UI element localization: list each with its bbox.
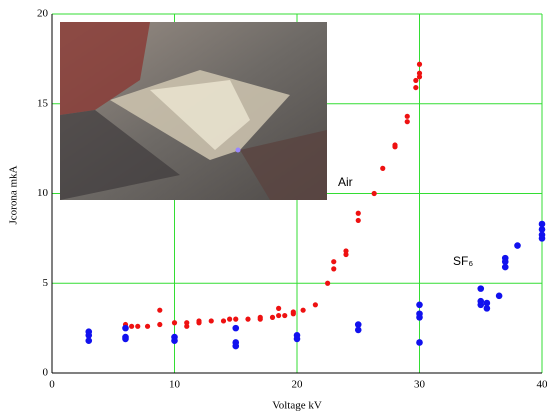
x-axis-label: Voltage kV [272, 400, 322, 412]
x-tick-label: 0 [49, 379, 55, 391]
point [276, 306, 281, 311]
chart: 0 10 20 30 40 0 5 10 15 20 Air SF₆ Voltage kV Jco… [0, 0, 547, 414]
x-tick-label: 40 [537, 379, 547, 391]
annotation: Air [338, 175, 353, 189]
point [343, 248, 348, 253]
point [405, 114, 410, 119]
point [416, 339, 423, 346]
x-tick-label: 10 [169, 379, 181, 391]
point [129, 324, 134, 329]
x-tick-label: 20 [292, 379, 304, 391]
point [282, 313, 287, 318]
y-tick-label: 20 [37, 8, 49, 20]
point [484, 300, 491, 307]
point [232, 325, 239, 332]
point [325, 281, 330, 286]
point [227, 317, 232, 322]
point [416, 301, 423, 308]
point [157, 322, 162, 327]
point [355, 327, 362, 334]
point [417, 71, 422, 76]
x-tick-label: 30 [414, 379, 426, 391]
point [405, 119, 410, 124]
point [477, 285, 484, 292]
point [171, 337, 178, 344]
point [122, 325, 129, 332]
point [122, 336, 129, 343]
y-axis-label: Jcorona mkA [8, 165, 20, 224]
point [514, 242, 521, 249]
point [539, 235, 546, 242]
point [85, 337, 92, 344]
point [145, 324, 150, 329]
inset-photo [60, 22, 327, 200]
point [221, 318, 226, 323]
point [331, 266, 336, 271]
point [172, 320, 177, 325]
point [380, 166, 385, 171]
annotation: SF₆ [453, 254, 473, 268]
point [313, 302, 318, 307]
y-tick-label: 5 [43, 277, 49, 289]
point [258, 317, 263, 322]
point [233, 317, 238, 322]
point [496, 293, 503, 300]
point [291, 309, 296, 314]
point [276, 313, 281, 318]
point [416, 314, 423, 321]
point [301, 308, 306, 313]
point [502, 264, 509, 271]
point [392, 142, 397, 147]
y-tick-label: 10 [37, 187, 49, 199]
point [184, 324, 189, 329]
point [135, 324, 140, 329]
y-tick-label: 15 [37, 97, 49, 109]
point [196, 320, 201, 325]
point [477, 301, 484, 308]
point [209, 318, 214, 323]
point [372, 191, 377, 196]
y-tick-label: 0 [43, 367, 49, 379]
point [413, 85, 418, 90]
point [157, 308, 162, 313]
point [232, 343, 239, 350]
point [331, 259, 336, 264]
point [245, 317, 250, 322]
point [356, 211, 361, 216]
point [356, 218, 361, 223]
point [294, 336, 301, 343]
point [417, 62, 422, 67]
point [270, 315, 275, 320]
